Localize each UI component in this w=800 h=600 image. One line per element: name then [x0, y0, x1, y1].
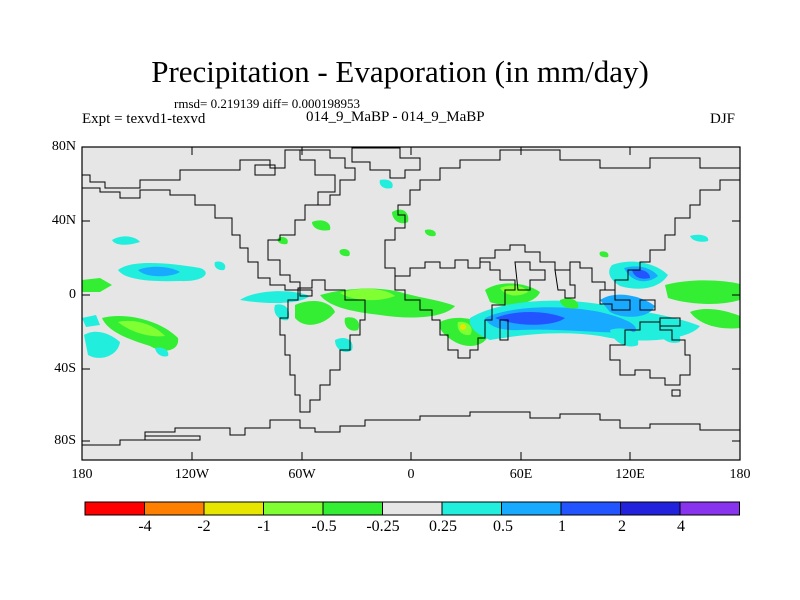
coastline — [82, 149, 336, 297]
anomaly-blob — [295, 300, 335, 325]
colorbar-swatch — [441, 501, 502, 516]
experiment-label: Expt = texvd1-texvd — [82, 111, 206, 127]
colorbar-swatch — [84, 501, 145, 516]
anomaly-blob — [155, 347, 169, 357]
anomaly-blob — [665, 280, 740, 304]
lat-label-40n: 40N — [51, 213, 76, 228]
anomaly-blob — [335, 338, 353, 352]
lon-label-180e: 180 — [729, 467, 751, 482]
lon-label-60e: 60E — [509, 467, 533, 482]
lon-label-0: 0 — [407, 467, 415, 482]
anomaly-blob — [610, 328, 639, 347]
anomaly-blob — [392, 209, 409, 224]
coastline — [394, 261, 516, 359]
colorbar-swatch — [144, 501, 205, 516]
coastline — [671, 389, 681, 397]
colorbar-label: -0.5 — [311, 518, 337, 535]
anomaly-blob — [118, 320, 165, 337]
figure-title: Precipitation - Evaporation (in mm/day) — [151, 54, 649, 89]
anomaly-blob — [340, 288, 395, 301]
anomaly-blob — [274, 304, 290, 321]
anomaly-blob — [112, 236, 140, 245]
colorbar-swatch — [620, 501, 681, 516]
lon-label-180w: 180 — [71, 467, 93, 482]
colorbar-label: 1 — [558, 518, 566, 535]
colorbar-label: 0.5 — [493, 518, 513, 535]
coastline — [499, 319, 509, 341]
coastline — [279, 279, 366, 413]
anomaly-blob — [460, 324, 466, 330]
colorbar — [84, 501, 740, 516]
anomaly-blob — [339, 248, 350, 257]
anomaly-blob — [84, 331, 120, 358]
lat-label-80s: 80S — [54, 433, 76, 448]
coastline — [300, 149, 356, 206]
colorbar-label: -1 — [257, 518, 271, 535]
period-label: 014_9_MaBP - 014_9_MaBP — [306, 109, 485, 125]
colorbar-label: 0.25 — [429, 518, 457, 535]
coastline — [254, 164, 276, 176]
anomaly-blob — [214, 261, 226, 271]
colorbar-label: -4 — [138, 518, 152, 535]
lon-label-120e: 120E — [615, 467, 645, 482]
coastline — [609, 321, 691, 386]
colorbar-swatch — [382, 501, 443, 516]
stats-text: rmsd= 0.219139 diff= 0.000198953 — [174, 96, 360, 111]
anomaly-blob — [560, 298, 579, 309]
coastline — [639, 299, 656, 311]
axis-ticks — [81, 146, 741, 460]
coastline — [82, 411, 740, 446]
anomaly-blob — [379, 179, 393, 189]
coastline — [384, 149, 741, 291]
coastline — [514, 261, 546, 291]
colorbar-swatch — [679, 501, 740, 516]
coastline — [554, 269, 576, 299]
colorbar-swatch — [263, 501, 324, 516]
anomaly-blob — [495, 312, 565, 325]
colorbar-swatch — [203, 501, 264, 516]
coastline — [351, 147, 421, 179]
colorbar-swatch — [501, 501, 562, 516]
anomaly-blob — [690, 234, 709, 242]
anomaly-blob — [82, 278, 112, 292]
colorbar-label: -0.25 — [366, 518, 400, 535]
anomaly-blob — [82, 315, 100, 327]
anomaly-blob — [424, 229, 436, 237]
lon-label-120w: 120W — [174, 467, 210, 482]
colorbar-swatch — [322, 501, 383, 516]
coastline — [599, 289, 631, 311]
colorbar-label: -2 — [197, 518, 211, 535]
anomaly-blob — [138, 266, 180, 277]
anomaly-blob — [344, 317, 360, 331]
anomaly-blob — [690, 309, 740, 329]
anomaly-blob — [632, 269, 650, 279]
anomaly-blob — [599, 251, 609, 258]
colorbar-swatch — [560, 501, 621, 516]
anomaly-blob — [660, 328, 681, 343]
lat-label-80n: 80N — [51, 139, 76, 154]
colorbar-label: 2 — [618, 518, 626, 535]
lon-label-60w: 60W — [288, 467, 316, 482]
coastline — [145, 435, 201, 441]
lat-label-40s: 40S — [54, 361, 76, 376]
anomaly-blob — [312, 220, 331, 231]
coastlines — [82, 147, 741, 446]
season-label: DJF — [710, 111, 736, 127]
lat-label-0: 0 — [69, 287, 76, 302]
colorbar-label: 4 — [677, 518, 685, 535]
